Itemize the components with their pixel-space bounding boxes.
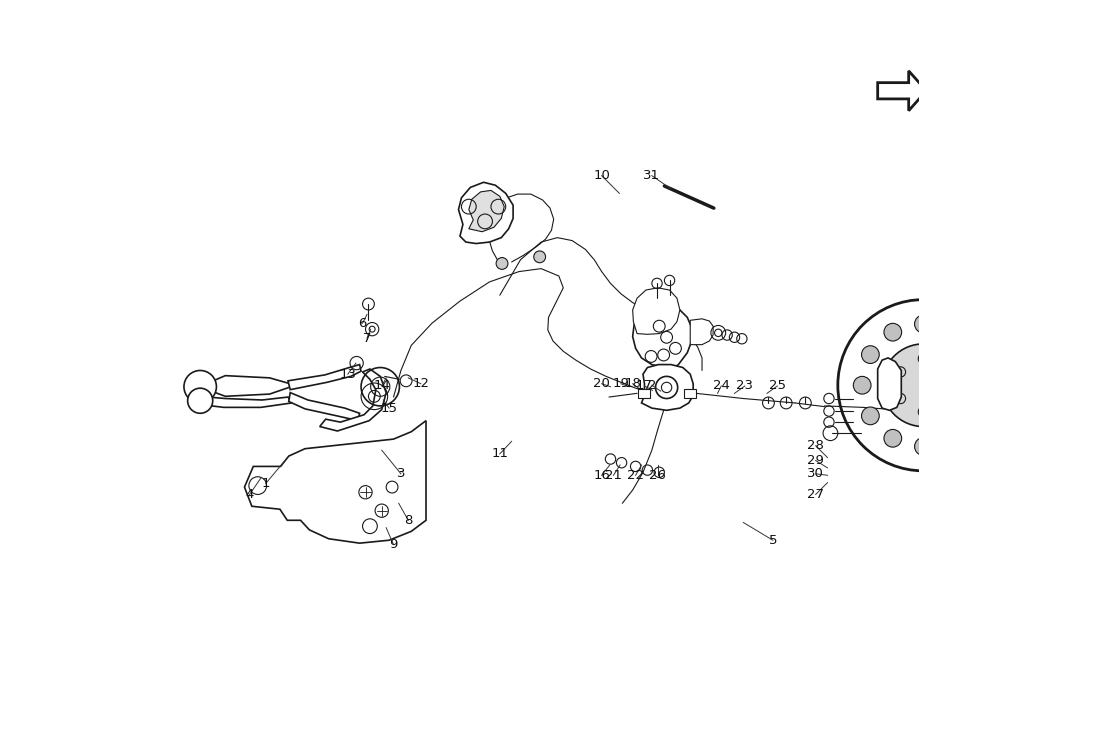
- Circle shape: [861, 407, 879, 425]
- Polygon shape: [288, 365, 361, 390]
- Polygon shape: [244, 421, 426, 543]
- Text: 29: 29: [807, 454, 824, 467]
- Polygon shape: [641, 365, 693, 410]
- Polygon shape: [878, 71, 926, 111]
- Circle shape: [854, 376, 871, 394]
- Circle shape: [884, 430, 902, 447]
- Circle shape: [945, 323, 962, 341]
- Text: 17: 17: [636, 379, 653, 393]
- Text: 3: 3: [397, 467, 405, 480]
- Polygon shape: [632, 288, 680, 334]
- Polygon shape: [288, 393, 360, 421]
- Polygon shape: [320, 369, 386, 431]
- Text: 19: 19: [613, 377, 629, 390]
- Circle shape: [945, 430, 962, 447]
- Circle shape: [184, 370, 217, 403]
- Circle shape: [838, 300, 1009, 471]
- Text: 13: 13: [339, 368, 356, 381]
- Polygon shape: [690, 319, 713, 345]
- Text: 22: 22: [627, 469, 645, 482]
- Text: 11: 11: [492, 447, 508, 461]
- Circle shape: [534, 251, 546, 263]
- Text: 1: 1: [262, 477, 271, 490]
- Circle shape: [884, 323, 902, 341]
- Text: 21: 21: [605, 469, 621, 482]
- Circle shape: [968, 407, 986, 425]
- Circle shape: [496, 258, 508, 269]
- Text: 8: 8: [404, 514, 412, 527]
- Text: 4: 4: [245, 488, 254, 501]
- Circle shape: [188, 388, 212, 413]
- Text: 28: 28: [807, 439, 824, 452]
- Text: 26: 26: [649, 469, 667, 482]
- Text: 30: 30: [807, 467, 824, 480]
- Text: 31: 31: [644, 169, 660, 182]
- Text: 7: 7: [363, 331, 371, 345]
- Circle shape: [914, 315, 933, 333]
- Polygon shape: [199, 396, 292, 407]
- Text: 5: 5: [769, 534, 777, 547]
- Bar: [638, 389, 650, 398]
- Text: 18: 18: [624, 377, 641, 390]
- Text: 27: 27: [807, 488, 824, 501]
- Circle shape: [882, 344, 965, 427]
- Text: 6: 6: [359, 317, 366, 330]
- Polygon shape: [459, 182, 513, 244]
- Polygon shape: [199, 376, 296, 396]
- Bar: [684, 389, 696, 398]
- Text: 25: 25: [769, 379, 785, 393]
- Circle shape: [976, 376, 993, 394]
- Text: 24: 24: [713, 379, 729, 393]
- Polygon shape: [469, 190, 504, 232]
- Text: 16: 16: [593, 469, 611, 482]
- Text: 2: 2: [648, 379, 656, 392]
- Text: 20: 20: [593, 377, 611, 390]
- Text: 10: 10: [593, 169, 611, 182]
- Text: 23: 23: [736, 379, 754, 393]
- Text: 12: 12: [412, 377, 429, 390]
- Polygon shape: [632, 304, 692, 368]
- Polygon shape: [878, 358, 901, 410]
- Text: 15: 15: [381, 401, 397, 415]
- Text: 9: 9: [389, 538, 398, 551]
- Circle shape: [914, 438, 933, 455]
- Text: 14: 14: [373, 379, 390, 393]
- Circle shape: [968, 346, 986, 364]
- Circle shape: [861, 346, 879, 364]
